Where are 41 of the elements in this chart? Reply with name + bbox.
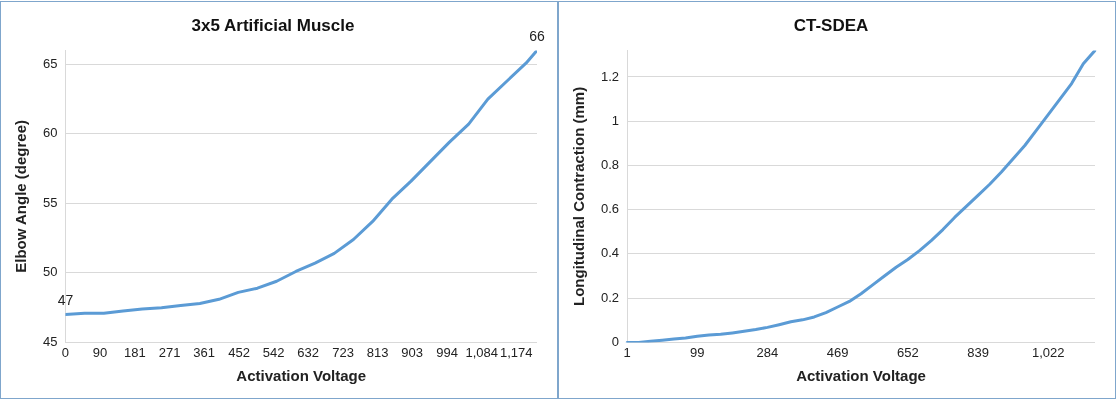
x-tick-label: 542 (262, 344, 285, 360)
x-tick-label: 284 (756, 344, 779, 360)
data-label: 47 (57, 292, 74, 309)
y-tick-label: 0.8 (600, 157, 620, 173)
x-tick-label: 994 (436, 344, 458, 360)
x-tick-label: 723 (332, 344, 354, 360)
y-tick-label: 0 (611, 333, 620, 349)
x-tick-label: 181 (124, 344, 146, 360)
y-axis-title: Longitudinal Contraction (mm) (570, 86, 588, 306)
y-tick-label: 0.2 (600, 289, 620, 305)
y-axis-title: Elbow Angle (degree) (12, 120, 30, 273)
y-tick-label: 55 (42, 194, 58, 210)
x-axis-title: Activation Voltage (236, 367, 367, 385)
x-tick-label: 271 (158, 344, 181, 360)
x-tick-label: 99 (690, 344, 705, 360)
x-tick-label: 1,022 (1031, 344, 1065, 360)
chart-title: CT-SDEA (793, 15, 869, 35)
y-tick-label: 0.6 (600, 201, 620, 217)
chart-title: 3x5 Artificial Muscle (191, 15, 355, 35)
x-tick-label: 1,084 (465, 344, 498, 360)
x-tick-label: 0 (61, 344, 70, 360)
y-tick-label: 45 (42, 333, 58, 349)
x-tick-label: 839 (967, 344, 989, 360)
y-tick-label: 60 (42, 125, 58, 141)
y-tick-label: 1 (611, 112, 620, 128)
y-tick-label: 0.4 (600, 245, 620, 261)
y-tick-label: 65 (42, 55, 58, 71)
x-axis-title: Activation Voltage (796, 367, 926, 385)
x-tick-label: 1,174 (499, 344, 533, 360)
x-tick-label: 469 (826, 344, 849, 360)
y-tick-label: 50 (42, 264, 58, 280)
x-tick-label: 452 (228, 344, 250, 360)
data-label: 66 (529, 28, 545, 45)
x-tick-label: 1 (623, 344, 631, 360)
x-tick-label: 90 (92, 344, 108, 360)
x-tick-label: 632 (297, 344, 319, 360)
x-tick-label: 903 (401, 344, 424, 360)
x-tick-label: 361 (193, 344, 215, 360)
x-tick-label: 652 (896, 344, 919, 360)
x-tick-label: 813 (366, 344, 389, 360)
y-tick-label: 1.2 (600, 68, 620, 84)
